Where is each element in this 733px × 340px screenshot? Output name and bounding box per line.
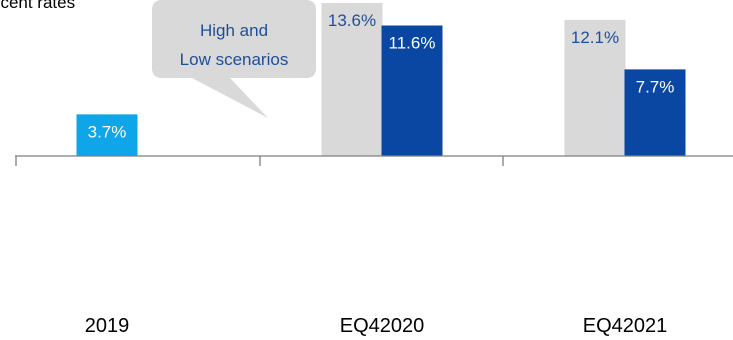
bar-eq42020-series-2 bbox=[321, 3, 383, 156]
callout-line-2: Low scenarios bbox=[180, 50, 289, 69]
data-label-eq42021-series-3: 7.7% bbox=[636, 77, 675, 96]
bar-eq42021-series-2 bbox=[564, 19, 626, 156]
bar-eq42020-series-3 bbox=[381, 25, 443, 156]
callout-line-1: High and bbox=[200, 21, 268, 40]
category-label-2019: 2019 bbox=[85, 315, 130, 337]
category-label-eq42020: EQ42020 bbox=[340, 315, 425, 337]
bar-2019-series-1 bbox=[76, 114, 138, 156]
callout: High and Low scenarios bbox=[152, 0, 316, 118]
category-label-eq42021: EQ42021 bbox=[583, 315, 668, 337]
data-label-eq42021-series-2: 12.1% bbox=[571, 28, 619, 47]
bar-eq42021-series-3 bbox=[624, 69, 686, 156]
bars: 3.7% 13.6% 11.6% 12.1% 7.7% bbox=[76, 3, 686, 156]
callout-bubble bbox=[152, 0, 316, 118]
data-label-eq42020-series-3: 11.6% bbox=[389, 34, 436, 53]
data-label-eq42020-series-2: 13.6% bbox=[328, 11, 376, 30]
data-label-2019-series-1: 3.7% bbox=[88, 122, 127, 141]
x-axis bbox=[15, 155, 733, 166]
corner-text: Percent rates bbox=[0, 0, 75, 12]
category-labels: 2019 EQ42020 EQ42021 bbox=[85, 315, 668, 337]
